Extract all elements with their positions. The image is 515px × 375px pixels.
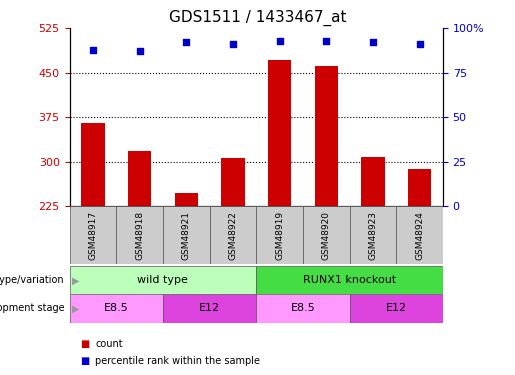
Bar: [408, 169, 431, 206]
Text: genotype/variation: genotype/variation: [0, 275, 64, 285]
Text: count: count: [95, 339, 123, 349]
Text: ■: ■: [80, 339, 89, 349]
Point: [369, 39, 377, 45]
Bar: [396, 206, 443, 264]
Text: E8.5: E8.5: [104, 303, 129, 313]
Text: GSM48918: GSM48918: [135, 211, 144, 260]
Point: [322, 38, 330, 44]
Text: percentile rank within the sample: percentile rank within the sample: [95, 356, 260, 366]
Bar: [163, 206, 210, 264]
Bar: [70, 266, 256, 294]
Bar: [315, 66, 338, 206]
Point: [229, 41, 237, 47]
Text: GSM48920: GSM48920: [322, 211, 331, 260]
Text: ▶: ▶: [72, 303, 80, 313]
Text: E8.5: E8.5: [290, 303, 315, 313]
Text: RUNX1 knockout: RUNX1 knockout: [303, 275, 396, 285]
Text: ▶: ▶: [72, 275, 80, 285]
Point: [416, 41, 424, 47]
Bar: [350, 294, 443, 322]
Text: GSM48921: GSM48921: [182, 211, 191, 260]
Bar: [163, 294, 256, 322]
Bar: [70, 206, 116, 264]
Text: GSM48917: GSM48917: [89, 211, 97, 260]
Text: GSM48922: GSM48922: [228, 211, 237, 260]
Bar: [81, 123, 105, 206]
Bar: [70, 294, 163, 322]
Text: GDS1511 / 1433467_at: GDS1511 / 1433467_at: [169, 9, 346, 26]
Bar: [256, 266, 443, 294]
Text: GSM48923: GSM48923: [368, 211, 377, 260]
Text: development stage: development stage: [0, 303, 64, 313]
Text: E12: E12: [199, 303, 220, 313]
Bar: [361, 157, 385, 206]
Bar: [128, 151, 151, 206]
Point: [182, 39, 191, 45]
Bar: [303, 206, 350, 264]
Text: E12: E12: [386, 303, 407, 313]
Text: GSM48919: GSM48919: [275, 211, 284, 260]
Text: GSM48924: GSM48924: [415, 211, 424, 260]
Bar: [256, 294, 350, 322]
Bar: [175, 193, 198, 206]
Bar: [350, 206, 396, 264]
Point: [135, 48, 144, 54]
Point: [89, 46, 97, 53]
Text: wild type: wild type: [138, 275, 188, 285]
Bar: [210, 206, 256, 264]
Point: [276, 38, 284, 44]
Text: ■: ■: [80, 356, 89, 366]
Bar: [116, 206, 163, 264]
Bar: [221, 158, 245, 206]
Bar: [268, 60, 291, 206]
Bar: [256, 206, 303, 264]
